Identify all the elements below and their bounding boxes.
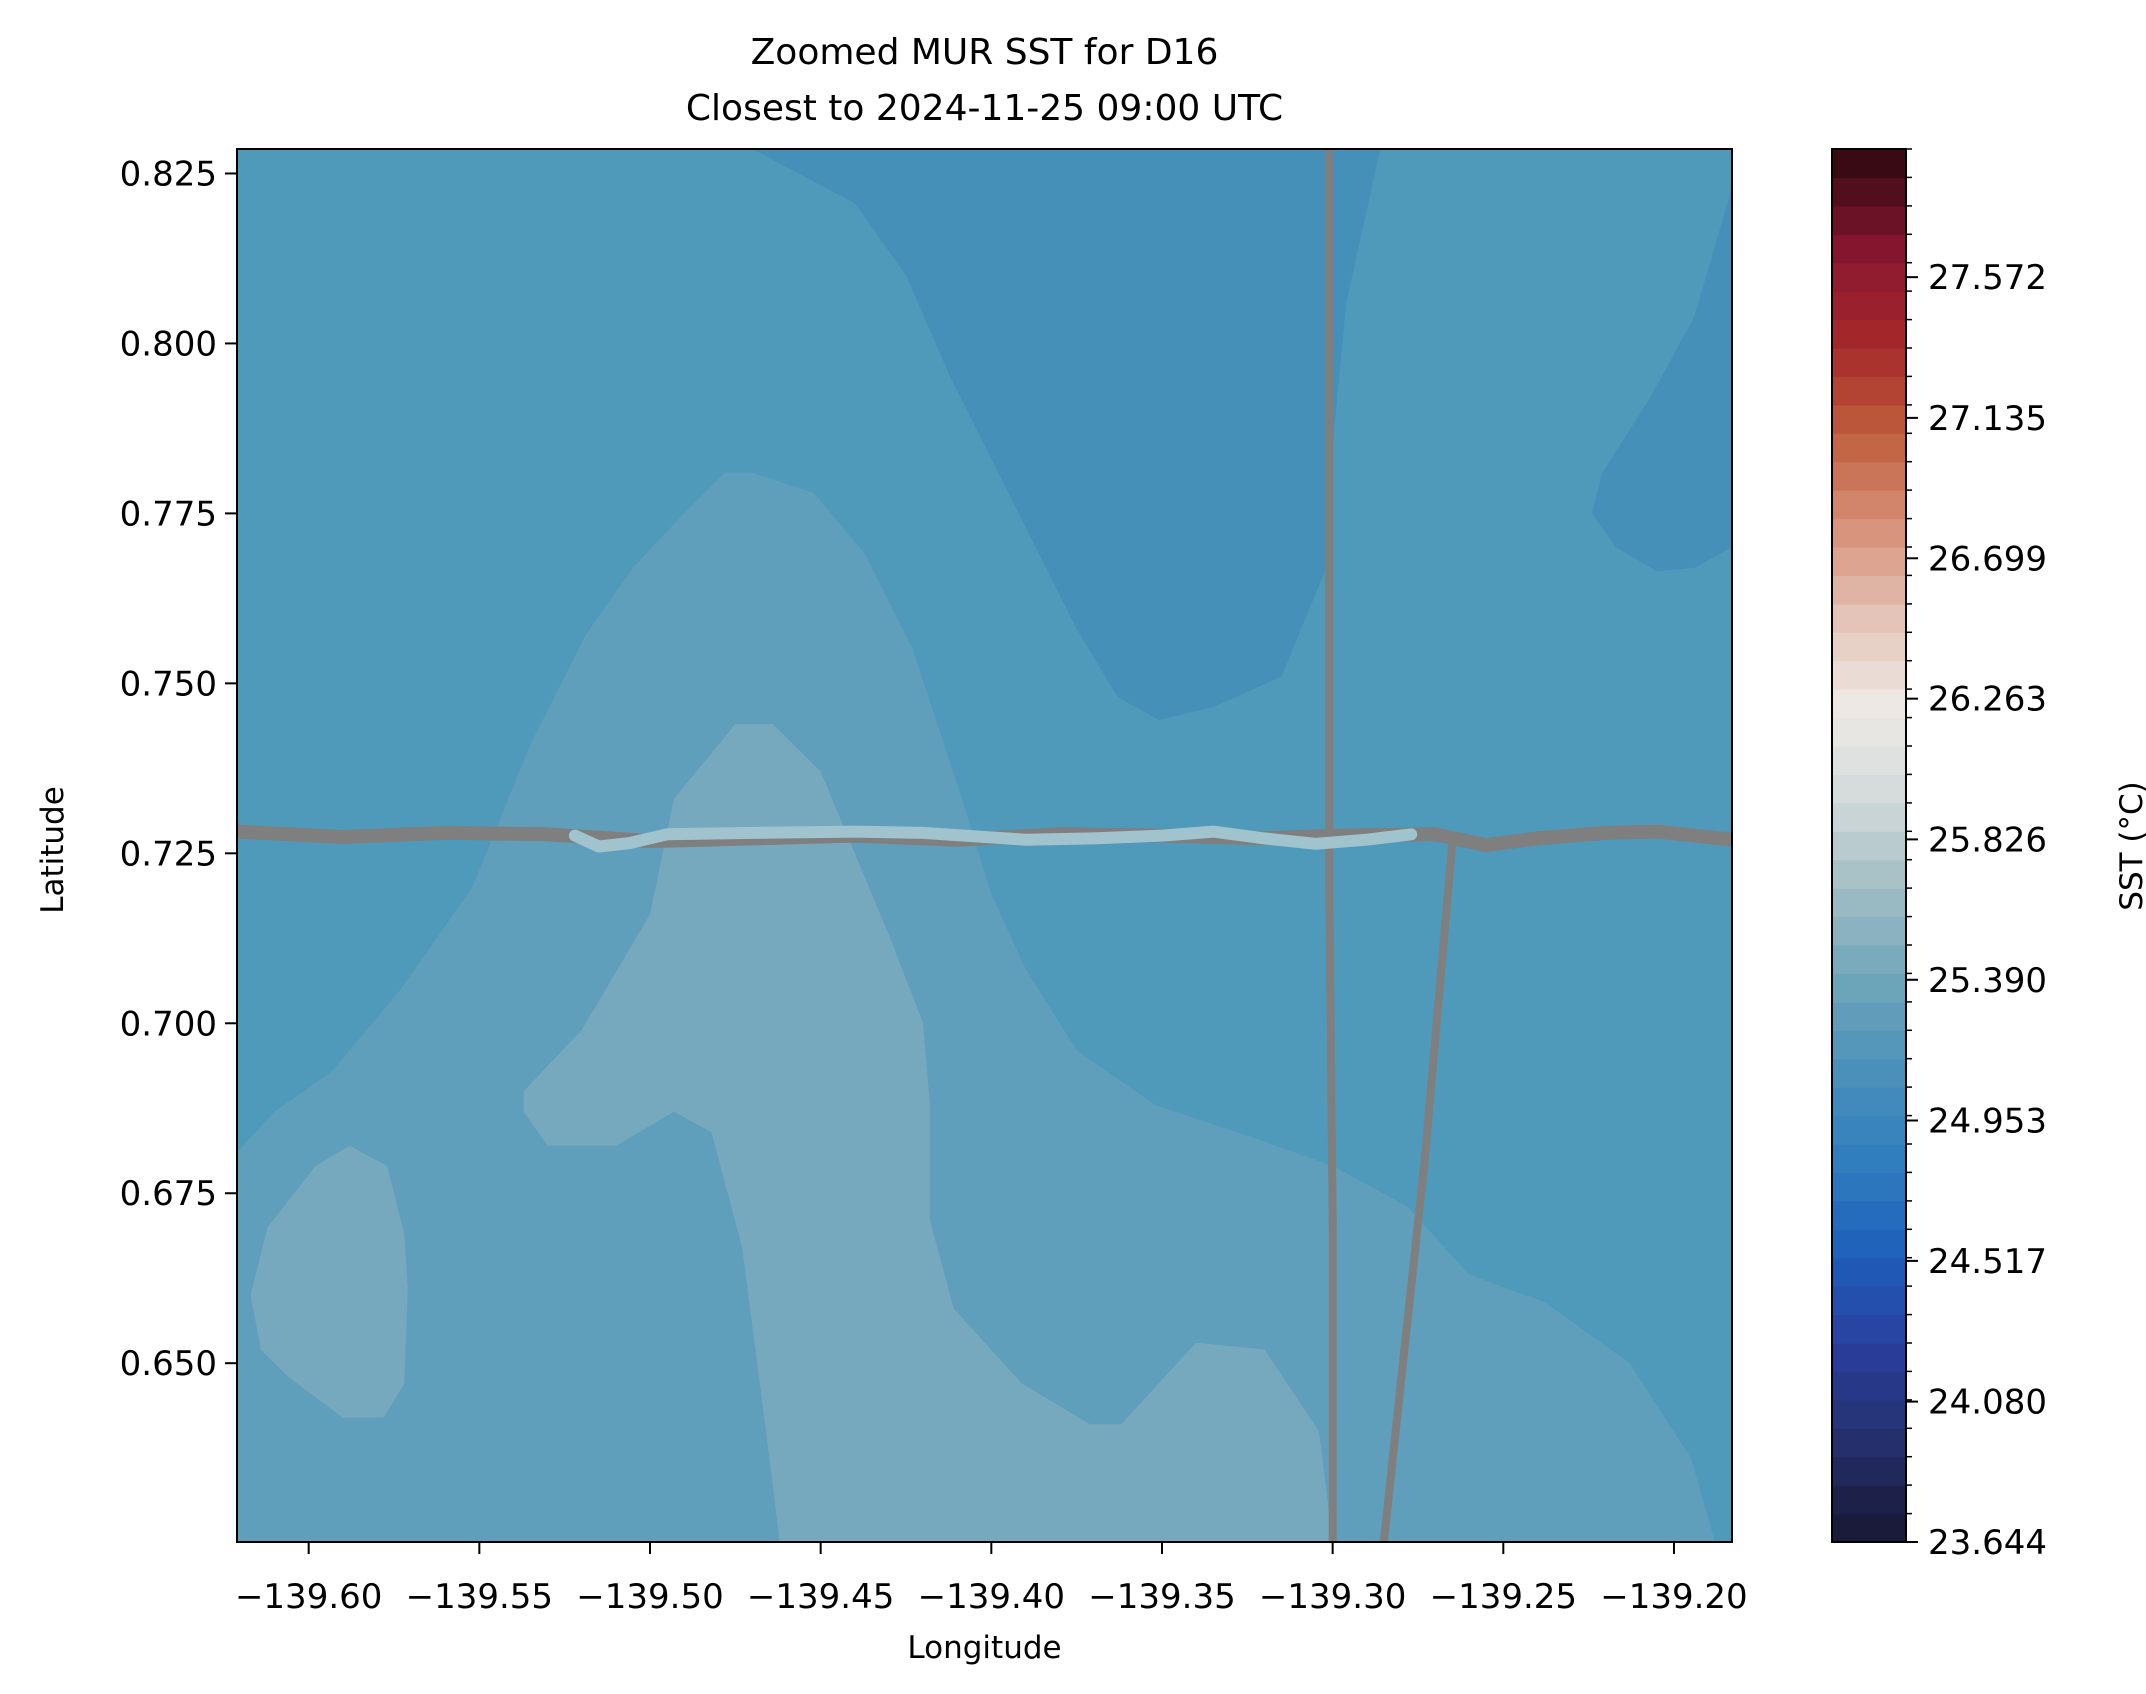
y-tick-label: 0.725 [120, 834, 217, 874]
colorbar-tick-label: 25.826 [1928, 820, 2047, 860]
colorbar: 23.644 24.080 24.517 24.953 25.390 25.826 26.2… [1831, 148, 2047, 1563]
colorbar-band [1832, 1257, 1906, 1287]
track-line-3 [568, 825, 1418, 853]
colorbar-band [1832, 1343, 1906, 1373]
colorbar-frame [1831, 148, 1907, 1543]
colorbar-band [1832, 547, 1906, 577]
x-tick-label: −139.60 [235, 1577, 382, 1617]
colorbar-band [1832, 1371, 1906, 1401]
colorbar-band [1832, 802, 1906, 832]
colorbar-tick-label: 27.135 [1928, 399, 2047, 439]
colorbar-band [1832, 1314, 1906, 1344]
colorbar-band [1832, 1229, 1906, 1259]
y-axis: 0.650 0.675 0.700 0.725 0.750 0.775 0.800 0.825 [120, 154, 237, 1384]
colorbar-band [1832, 888, 1906, 918]
colorbar-band [1832, 973, 1906, 1003]
colorbar-band [1832, 632, 1906, 662]
y-tick-label: 0.750 [120, 664, 217, 704]
colorbar-band [1832, 945, 1906, 975]
x-tick-label: −139.55 [406, 1577, 553, 1617]
y-tick-label: 0.825 [120, 154, 217, 194]
colorbar-band [1832, 291, 1906, 321]
sst-contours [237, 149, 1732, 1542]
colorbar-band [1832, 1058, 1906, 1088]
colorbar-band [1832, 1399, 1906, 1429]
colorbar-band [1832, 1286, 1906, 1316]
plot-frame [236, 148, 1733, 1543]
x-tick-label: −139.45 [747, 1577, 894, 1617]
colorbar-tick-label: 27.572 [1928, 258, 2047, 298]
y-tick-label: 0.700 [120, 1004, 217, 1044]
colorbar-band [1832, 717, 1906, 747]
y-axis-label: Latitude [35, 786, 71, 914]
colorbar-band [1832, 603, 1906, 633]
colorbar-band [1832, 1087, 1906, 1117]
x-tick-label: −139.35 [1088, 1577, 1235, 1617]
chart-title: Zoomed MUR SST for D16 [751, 32, 1219, 73]
colorbar-band [1832, 149, 1906, 179]
colorbar-tick-label: 25.390 [1928, 961, 2047, 1001]
chart-subtitle: Closest to 2024-11-25 09:00 UTC [686, 88, 1283, 129]
colorbar-band [1832, 1001, 1906, 1031]
colorbar-band [1832, 348, 1906, 378]
colorbar-band [1832, 859, 1906, 889]
colorbar-band [1832, 518, 1906, 548]
colorbar-band [1832, 1200, 1906, 1230]
colorbar-tick-label: 24.517 [1928, 1242, 2047, 1282]
colorbar-band [1832, 575, 1906, 605]
track-line-1 [1325, 149, 1337, 1542]
contour-region-2-0 [523, 724, 1333, 1542]
colorbar-band [1832, 376, 1906, 406]
colorbar-band [1832, 234, 1906, 264]
x-tick-label: −139.20 [1600, 1577, 1747, 1617]
colorbar-band [1832, 205, 1906, 235]
colorbar-tick-label: 23.644 [1928, 1523, 2047, 1563]
colorbar-band [1832, 319, 1906, 349]
x-axis-label: Longitude [907, 1630, 1061, 1666]
x-axis: −139.60 −139.55 −139.50 −139.45 −139.40 −139.… [235, 1542, 1748, 1617]
colorbar-band [1832, 1485, 1906, 1515]
colorbar-band [1832, 1115, 1906, 1145]
y-tick-label: 0.800 [120, 324, 217, 364]
colorbar-band [1832, 262, 1906, 292]
colorbar-band [1832, 433, 1906, 463]
drifter-tracks [237, 149, 1732, 1542]
colorbar-band [1832, 774, 1906, 804]
colorbar-band [1832, 689, 1906, 719]
colorbar-tick-label: 24.953 [1928, 1101, 2047, 1141]
x-tick-label: −139.30 [1259, 1577, 1406, 1617]
contour-region-1-0 [237, 472, 1715, 1542]
y-tick-label: 0.775 [120, 494, 217, 534]
colorbar-band [1832, 1172, 1906, 1202]
colorbar-band [1832, 404, 1906, 434]
colorbar-band [1832, 177, 1906, 207]
contour-region-0-0 [752, 149, 1381, 721]
contour-region-0-1 [1592, 187, 1732, 572]
x-tick-label: −139.40 [918, 1577, 1065, 1617]
colorbar-band [1832, 490, 1906, 520]
colorbar-label: SST (°C) [2114, 781, 2146, 910]
colorbar-band [1832, 660, 1906, 690]
x-tick-label: −139.25 [1430, 1577, 1577, 1617]
y-tick-label: 0.675 [120, 1174, 217, 1214]
colorbar-tick-label: 26.263 [1928, 680, 2047, 720]
track-line-2 [1379, 841, 1457, 1542]
colorbar-tick-label: 24.080 [1928, 1383, 2047, 1423]
colorbar-band [1832, 831, 1906, 861]
colorbar-band [1832, 916, 1906, 946]
colorbar-band [1832, 746, 1906, 776]
contour-region-2-1 [250, 1145, 408, 1418]
y-tick-label: 0.650 [120, 1344, 217, 1384]
colorbar-band [1832, 1030, 1906, 1060]
colorbar-band [1832, 1513, 1906, 1543]
colorbar-tick-label: 26.699 [1928, 539, 2047, 579]
colorbar-band [1832, 1144, 1906, 1174]
colorbar-band [1832, 1428, 1906, 1458]
colorbar-band [1832, 461, 1906, 491]
x-tick-label: −139.50 [576, 1577, 723, 1617]
colorbar-band [1832, 1456, 1906, 1486]
